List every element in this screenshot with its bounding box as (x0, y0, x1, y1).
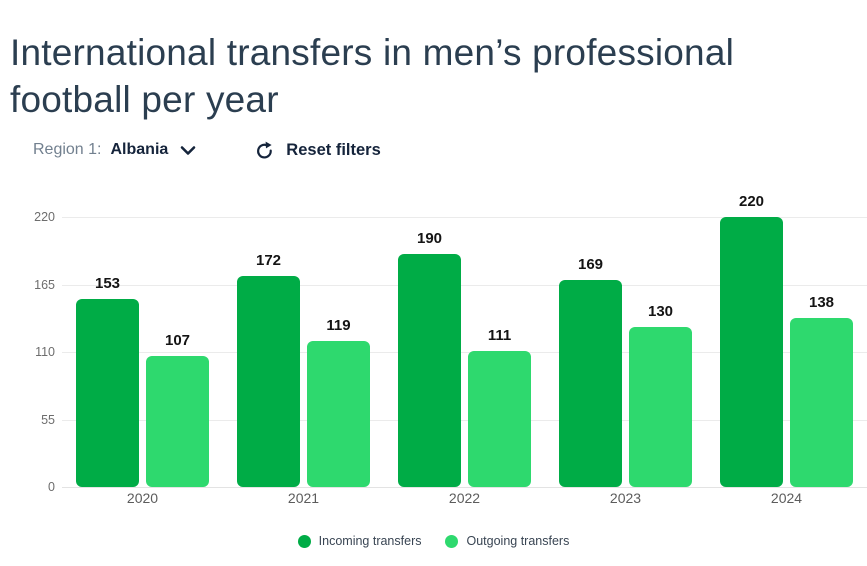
chevron-down-icon[interactable] (180, 145, 196, 156)
bar-value-label: 153 (94, 275, 121, 293)
x-tick-label: 2020 (126, 490, 159, 506)
bar-value-label: 190 (416, 229, 443, 247)
legend-dot-icon (445, 534, 459, 548)
incoming-transfers-bar[interactable] (237, 275, 300, 487)
legend-label: Outgoing transfers (466, 534, 570, 548)
x-tick-label: 2023 (609, 490, 642, 506)
bar-column: 138 (790, 217, 853, 487)
filter-row: Region 1: Albania Reset filters (33, 136, 381, 164)
outgoing-transfers-bar[interactable] (790, 317, 853, 487)
gridline (62, 352, 867, 353)
incoming-transfers-bar[interactable] (559, 279, 622, 487)
bar-value-label: 107 (164, 331, 191, 349)
outgoing-transfers-bar[interactable] (468, 350, 531, 487)
bar-column: 119 (307, 217, 370, 487)
bar-column: 107 (146, 217, 209, 487)
legend-dot-icon (297, 534, 311, 548)
bar-value-label: 119 (326, 316, 351, 334)
y-tick-label: 220 (34, 210, 55, 224)
bar-value-label: 130 (647, 303, 674, 321)
gridline (62, 487, 867, 488)
x-tick-label: 2022 (448, 490, 481, 506)
legend-label: Incoming transfers (318, 534, 422, 548)
y-tick-label: 165 (34, 277, 55, 292)
legend-item-outgoing-transfers[interactable]: Outgoing transfers (445, 534, 569, 548)
bar-value-label: 172 (255, 251, 282, 269)
y-tick-label: 110 (35, 345, 55, 359)
gridline (62, 217, 867, 218)
outgoing-transfers-bar[interactable] (146, 355, 209, 487)
bar-column: 130 (629, 217, 692, 487)
refresh-icon (254, 140, 275, 161)
bar-value-label: 169 (577, 255, 604, 273)
chart-legend: Incoming transfers Outgoing transfers (0, 534, 867, 548)
region-dropdown[interactable]: Albania (111, 141, 197, 159)
reset-filters-button[interactable]: Reset filters (254, 140, 381, 161)
region-selected-value[interactable]: Albania (110, 141, 169, 158)
page-title: International transfers in men’s profess… (10, 31, 735, 121)
bar-column: 169 (559, 217, 622, 487)
gridline (62, 419, 867, 421)
gridline (62, 284, 867, 286)
bar-group-2023: 169 130 (545, 217, 706, 487)
x-tick-label: 2021 (287, 490, 320, 506)
region-filter-label: Region 1: (33, 141, 102, 158)
incoming-transfers-bar[interactable] (720, 217, 783, 487)
incoming-transfers-bar[interactable] (398, 253, 461, 487)
y-tick-label: 0 (48, 480, 55, 494)
bar-column: 172 (237, 217, 300, 487)
bar-column: 220 (720, 193, 783, 487)
x-tick-label: 2024 (770, 490, 803, 506)
bar-group-2021: 172 119 (223, 217, 384, 487)
legend-item-incoming-transfers[interactable]: Incoming transfers (297, 534, 422, 548)
plot-area: 153 107 172 119 190 111 169 130 220 138 (62, 193, 867, 488)
bar-value-label: 138 (808, 293, 835, 311)
bar-group-2022: 190 111 (384, 217, 545, 487)
x-axis: 2020 2021 2022 2023 2024 (62, 490, 867, 506)
incoming-transfers-bar[interactable] (76, 299, 139, 487)
reset-filters-label: Reset filters (286, 140, 381, 159)
bar-group-2020: 153 107 (62, 217, 223, 487)
bar-value-label: 220 (738, 193, 765, 210)
y-axis: 0 55 110 165 220 (0, 210, 55, 494)
bar-column: 190 (398, 217, 461, 487)
bar-column: 153 (76, 217, 139, 487)
bar-column: 111 (468, 217, 531, 487)
bar-group-2024: 220 138 (706, 193, 867, 487)
outgoing-transfers-bar[interactable] (629, 327, 692, 487)
bar-value-label: 111 (487, 326, 512, 344)
outgoing-transfers-bar[interactable] (307, 340, 370, 487)
y-tick-label: 55 (41, 412, 55, 427)
